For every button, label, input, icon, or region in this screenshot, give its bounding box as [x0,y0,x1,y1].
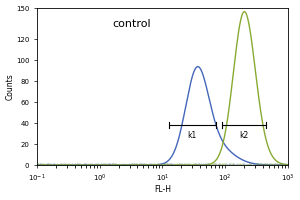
X-axis label: FL-H: FL-H [154,185,171,194]
Y-axis label: Counts: Counts [6,73,15,100]
Text: control: control [112,19,151,29]
Text: k2: k2 [239,131,248,140]
Text: k1: k1 [188,131,197,140]
